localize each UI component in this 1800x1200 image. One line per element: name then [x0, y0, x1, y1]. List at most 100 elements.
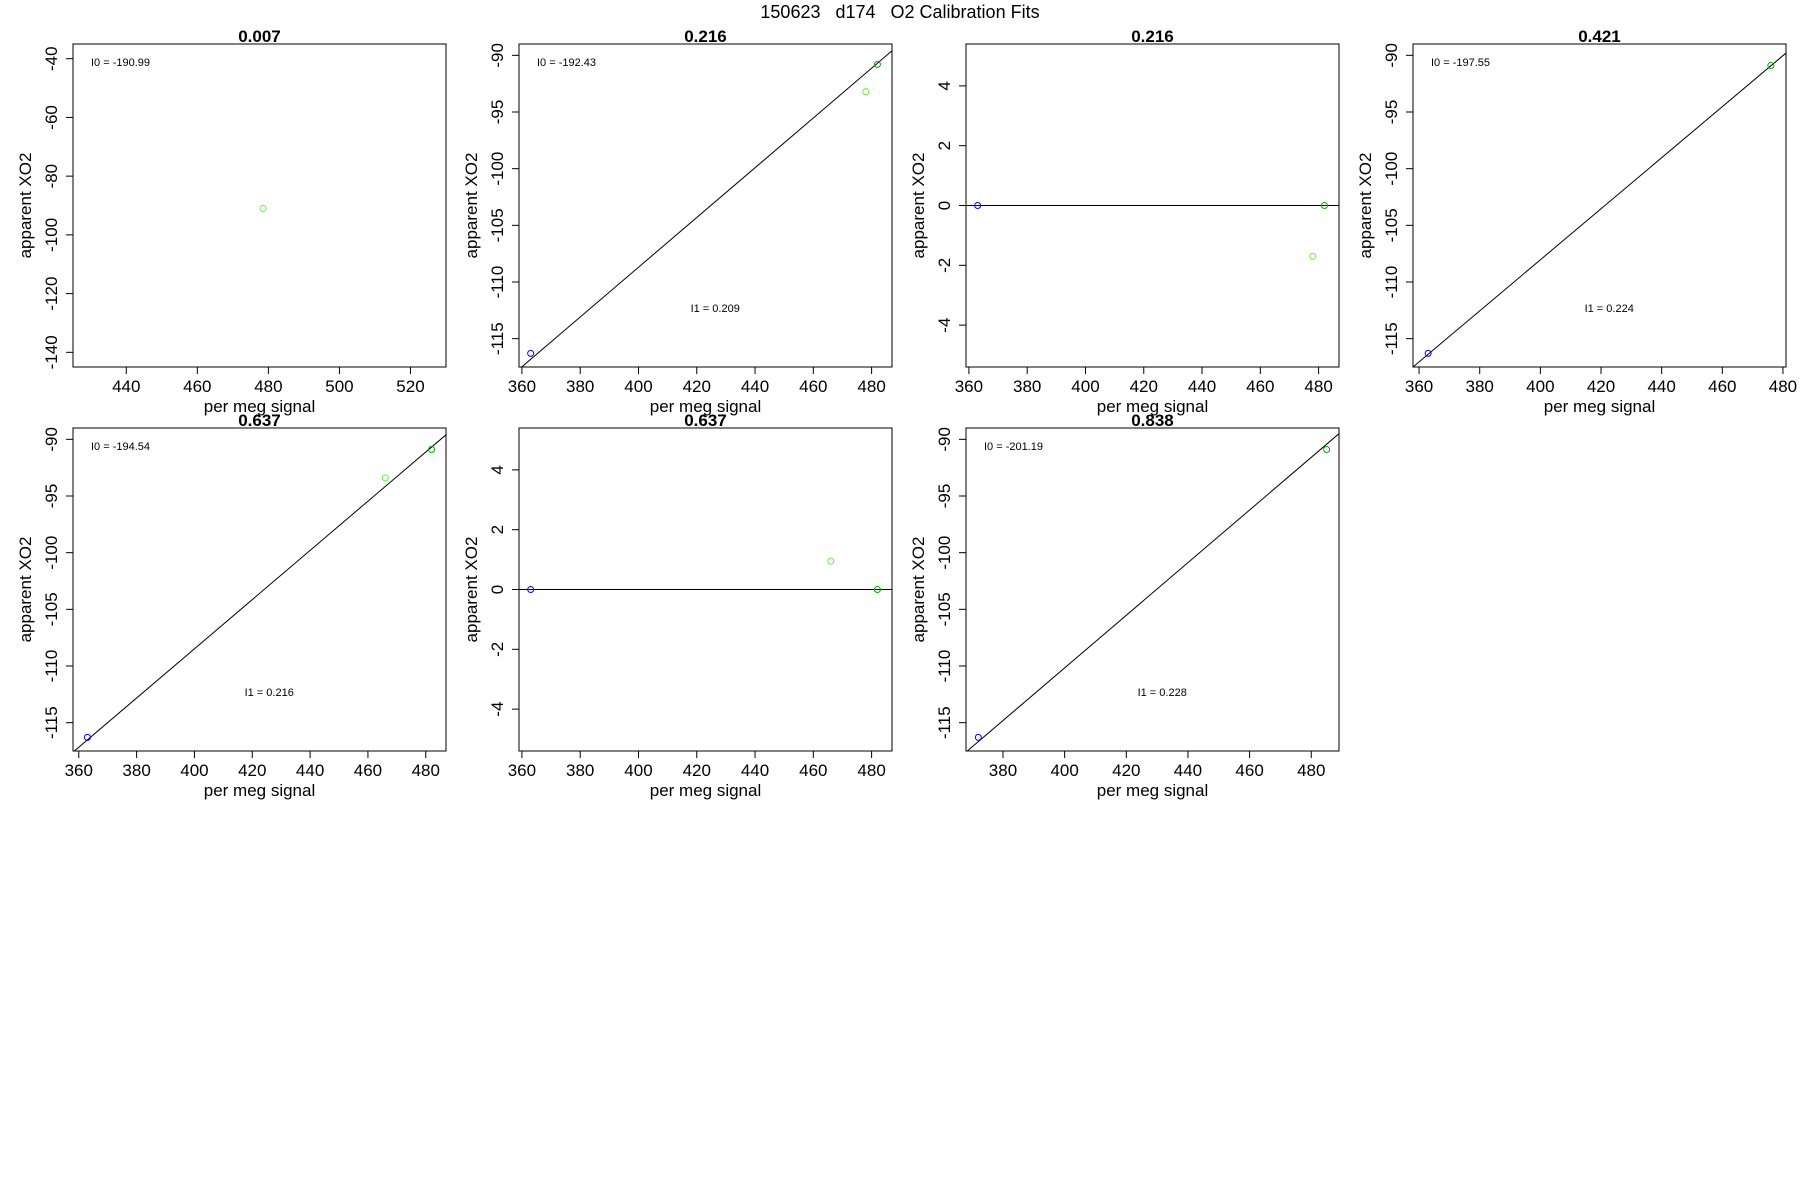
x-tick-label: 460 [354, 761, 382, 780]
x-tick-label: 420 [683, 377, 711, 396]
y-tick-label: -120 [42, 277, 61, 311]
y-tick-label: 2 [488, 525, 507, 534]
data-point [1424, 349, 1432, 357]
y-tick-label: -2 [488, 642, 507, 657]
fit-line [73, 434, 446, 751]
intercept-annotation: I0 = -194.54 [91, 441, 150, 453]
data-point [381, 474, 389, 482]
x-tick-label: 380 [1466, 377, 1494, 396]
x-tick-label: 480 [1304, 377, 1332, 396]
y-tick-label: 0 [488, 585, 507, 594]
data-point [527, 349, 535, 357]
data-point [1323, 446, 1331, 454]
y-tick-label: -4 [488, 702, 507, 717]
x-tick-label: 440 [741, 377, 769, 396]
y-tick-label: -40 [42, 46, 61, 71]
y-tick-label: -2 [935, 258, 954, 273]
y-tick-label: -110 [488, 266, 507, 299]
x-tick-label: 400 [624, 761, 652, 780]
x-axis-label: per meg signal [650, 397, 762, 416]
y-tick-label: -105 [42, 592, 61, 626]
x-tick-label: 400 [624, 377, 652, 396]
y-axis-label: apparent XO2 [462, 537, 481, 643]
panel-title: 0.421 [1578, 27, 1621, 46]
x-tick-label: 400 [1050, 761, 1078, 780]
data-point [83, 733, 91, 741]
y-tick-label: -115 [1382, 322, 1401, 355]
x-axis-label: per meg signal [204, 397, 316, 416]
y-axis-label: apparent XO2 [1356, 153, 1375, 259]
chart-panel-5: 360 380 400 420 440 460 480 -90 -95 -100 -105 -110 -… [16, 411, 447, 800]
x-tick-label: 420 [1130, 377, 1158, 396]
y-tick-label: -80 [42, 164, 61, 189]
panel-title: 0.637 [684, 411, 727, 430]
x-tick-label: 360 [508, 377, 536, 396]
chart-panel-4: 360 380 400 420 440 460 480 -90 -95 -100 -105 -110 -… [1356, 27, 1797, 416]
fit-line [966, 433, 1339, 751]
slope-annotation: I1 = 0.209 [691, 303, 740, 315]
y-axis-label: apparent XO2 [16, 153, 35, 259]
x-tick-label: 360 [1405, 377, 1433, 396]
y-tick-label: -100 [1382, 152, 1401, 186]
data-point [974, 202, 982, 209]
plot-frame [1412, 43, 1787, 368]
data-point [1767, 62, 1775, 70]
y-tick-label: 2 [935, 141, 954, 150]
x-tick-label: 380 [566, 761, 594, 780]
plot-frame [518, 43, 893, 368]
x-tick-label: 380 [1013, 377, 1041, 396]
x-tick-label: 420 [1587, 377, 1615, 396]
y-axis-label: apparent XO2 [909, 153, 928, 259]
x-axis-label: per meg signal [1097, 781, 1209, 800]
y-tick-label: 4 [488, 465, 507, 474]
y-tick-label: -105 [1382, 208, 1401, 242]
chart-panel-2: 360 380 400 420 440 460 480 -90 -95 -100 -105 -110 -… [462, 27, 893, 416]
y-tick-label: -95 [42, 484, 61, 509]
intercept-annotation: I0 = -197.55 [1431, 57, 1490, 69]
slope-annotation: I1 = 0.228 [1138, 687, 1187, 699]
x-tick-label: 400 [1071, 377, 1099, 396]
y-tick-label: -105 [935, 592, 954, 626]
x-tick-label: 500 [325, 377, 353, 396]
x-tick-label: 420 [238, 761, 266, 780]
y-tick-label: -110 [1382, 266, 1401, 299]
fit-line [520, 50, 892, 367]
y-tick-label: -90 [488, 43, 507, 68]
x-tick-label: 360 [508, 761, 536, 780]
y-tick-label: -4 [935, 318, 954, 333]
y-axis-label: apparent XO2 [16, 537, 35, 643]
data-point [1309, 252, 1317, 260]
x-tick-label: 460 [1708, 377, 1736, 396]
y-tick-label: -100 [935, 536, 954, 570]
chart-panel-7: 380 400 420 440 460 480 -90 -95 -100 -105 -110 -115… [909, 411, 1340, 800]
x-tick-label: 400 [1526, 377, 1554, 396]
data-point [873, 60, 881, 68]
data-point [862, 88, 870, 96]
x-axis-label: per meg signal [204, 781, 316, 800]
fit-line [1413, 52, 1786, 367]
panel-title: 0.637 [238, 411, 281, 430]
y-tick-label: 4 [935, 81, 954, 90]
slope-annotation: I1 = 0.224 [1585, 303, 1634, 315]
panel-title: 0.216 [1131, 27, 1174, 46]
data-point [527, 586, 535, 593]
figure-title: 150623 d174 O2 Calibration Fits [760, 2, 1040, 22]
intercept-annotation: I0 = -192.43 [537, 57, 596, 69]
x-tick-label: 420 [683, 761, 711, 780]
y-tick-label: -95 [488, 100, 507, 125]
x-tick-label: 480 [254, 377, 282, 396]
x-tick-label: 480 [1297, 761, 1325, 780]
x-tick-label: 440 [1188, 377, 1216, 396]
y-tick-label: -90 [42, 427, 61, 452]
x-tick-label: 420 [1112, 761, 1140, 780]
y-tick-label: -105 [488, 208, 507, 242]
x-tick-label: 520 [396, 377, 424, 396]
x-tick-label: 480 [857, 761, 885, 780]
x-tick-label: 380 [989, 761, 1017, 780]
x-tick-label: 440 [741, 761, 769, 780]
chart-panel-1: 440 460 480 500 520 -40 -60 -80 -100 -120 -140 0.00… [16, 27, 447, 416]
y-tick-label: -115 [42, 706, 61, 739]
